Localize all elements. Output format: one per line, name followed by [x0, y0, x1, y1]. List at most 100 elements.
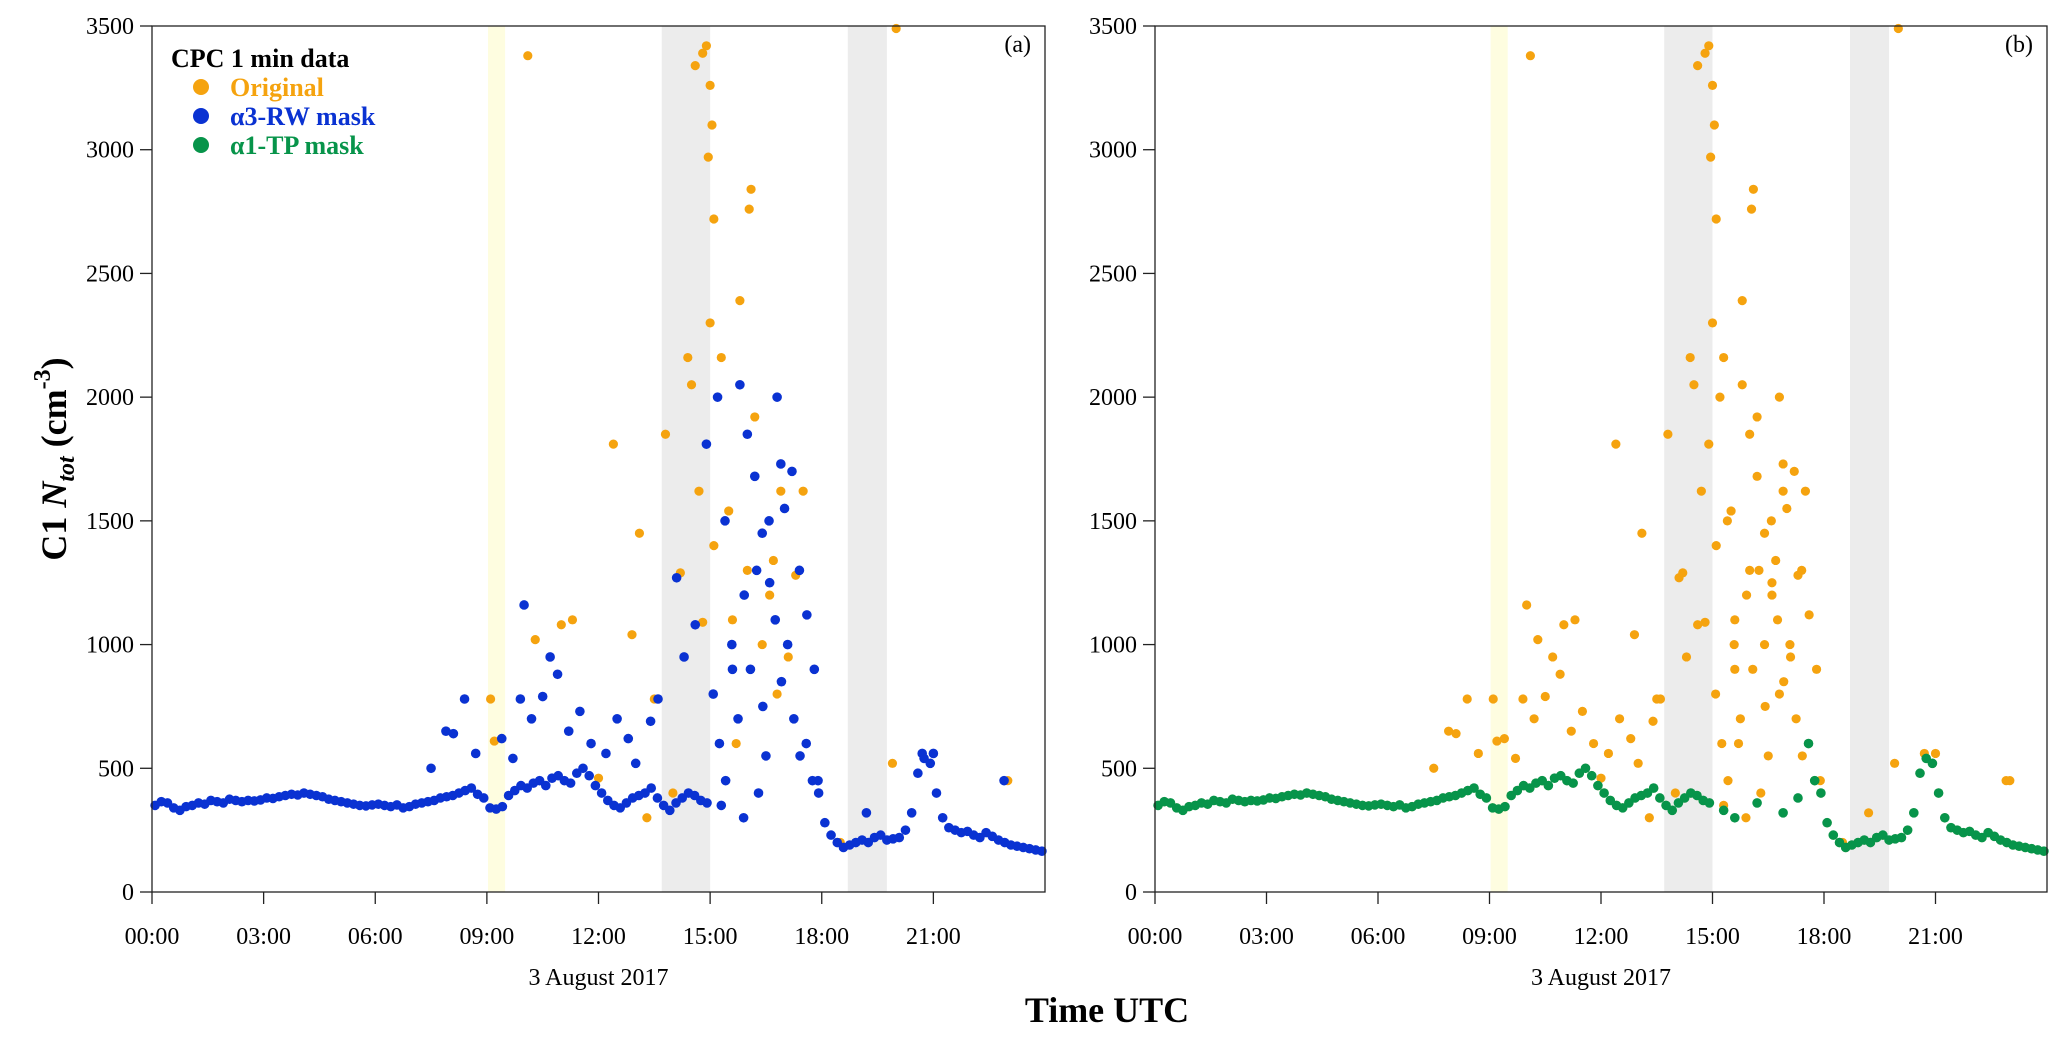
data-point-rw-mask [742, 429, 753, 440]
data-point-rw-mask [733, 714, 743, 724]
data-point-original [1596, 773, 1606, 783]
data-point-original [1696, 486, 1706, 496]
y-tick-label: 500 [1101, 756, 1137, 782]
data-point-original [634, 528, 645, 538]
data-point-tp-mask [1704, 798, 1715, 808]
data-point-original [1510, 753, 1521, 763]
data-point-tp-mask [1939, 812, 1950, 823]
data-point-rw-mask [448, 728, 459, 739]
data-point-rw-mask [702, 798, 712, 808]
data-point-rw-mask [772, 392, 782, 402]
data-point-original [556, 620, 566, 630]
data-point-original [523, 51, 533, 61]
data-point-rw-mask [623, 733, 634, 744]
data-point-tp-mask [1822, 817, 1832, 828]
data-point-original [735, 296, 745, 306]
data-point-original [783, 652, 793, 662]
data-point-original [1678, 568, 1688, 578]
data-point-original [887, 758, 898, 768]
data-point-original [1715, 392, 1725, 402]
data-point-original [1700, 48, 1710, 58]
legend-title: CPC 1 min data [171, 44, 349, 73]
y-tick-label: 3500 [86, 14, 134, 40]
data-point-original [1711, 214, 1721, 224]
data-point-rw-mask [753, 788, 764, 798]
data-point-rw-mask [441, 726, 451, 736]
data-point-original [1707, 80, 1718, 90]
data-point-tp-mask [1586, 770, 1597, 781]
data-point-rw-mask [906, 808, 917, 818]
data-point-rw-mask [708, 689, 719, 699]
data-point-tp-mask [1648, 783, 1659, 793]
data-point-tp-mask [1500, 801, 1510, 812]
data-point-rw-mask [745, 664, 756, 675]
data-point-original [1540, 691, 1550, 702]
data-point-original [1548, 652, 1558, 662]
data-point-tp-mask [1793, 793, 1803, 803]
data-point-original [1681, 652, 1692, 662]
data-point-original [1726, 506, 1736, 516]
data-point-tp-mask [1580, 763, 1591, 774]
data-point-original [1663, 429, 1673, 439]
data-point-rw-mask [563, 726, 574, 736]
data-point-rw-mask [584, 770, 594, 781]
data-point-original [1444, 726, 1454, 736]
data-point-rw-mask [917, 748, 928, 759]
legend-marker [193, 108, 209, 124]
data-point-original [776, 486, 786, 496]
data-point-rw-mask [757, 528, 768, 539]
data-point-original [1559, 620, 1569, 630]
data-point-original [1648, 716, 1658, 726]
data-point-rw-mask [795, 751, 805, 761]
data-point-rw-mask [782, 639, 793, 650]
data-point-rw-mask [794, 565, 805, 576]
data-point-rw-mask [937, 812, 948, 823]
data-point-original [1748, 664, 1758, 674]
data-point-rw-mask [789, 714, 799, 724]
data-point-original [1473, 748, 1483, 759]
data-point-original [1723, 776, 1733, 786]
data-point-original [1733, 738, 1744, 749]
data-point-original [1709, 120, 1719, 130]
data-point-original [746, 184, 756, 194]
data-point-original [731, 738, 741, 749]
data-point-original [1752, 412, 1762, 422]
data-point-rw-mask [802, 610, 812, 620]
data-point-original [727, 615, 738, 625]
data-point-original [1754, 565, 1764, 575]
data-point-tp-mask [1718, 805, 1729, 816]
data-point-rw-mask [813, 788, 824, 798]
data-point-rw-mask [478, 793, 489, 803]
data-point-original [1451, 729, 1461, 739]
data-point-tp-mask [1896, 832, 1907, 843]
data-point-original [1793, 570, 1803, 580]
data-point-rw-mask [813, 775, 823, 786]
data-point-original [1492, 736, 1502, 746]
data-point-tp-mask [1828, 830, 1839, 840]
legend-label: α3-RW mask [230, 102, 376, 131]
data-point-original [1767, 578, 1777, 588]
x-tick-label: 21:00 [906, 924, 961, 950]
data-point-rw-mask [751, 565, 762, 576]
data-point-tp-mask [1915, 768, 1925, 779]
data-point-rw-mask [653, 694, 663, 704]
data-point-original [593, 773, 604, 783]
data-point-original [489, 736, 499, 746]
data-point-original [627, 630, 637, 640]
data-point-original [1685, 352, 1695, 363]
data-point-original [683, 352, 693, 363]
data-point-tp-mask [1568, 778, 1578, 788]
data-point-original [1722, 516, 1732, 526]
panel-label: (b) [2005, 32, 2033, 58]
data-point-original [1785, 639, 1795, 650]
data-point-rw-mask [646, 783, 657, 793]
y-axis-title-unit: (cm [34, 389, 74, 456]
data-point-rw-mask [900, 825, 911, 835]
data-point-original [1759, 528, 1770, 538]
data-point-original [1930, 748, 1941, 759]
data-point-original [1756, 788, 1766, 798]
data-point-rw-mask [630, 758, 641, 769]
data-point-tp-mask [1752, 798, 1762, 808]
x-tick-label: 18:00 [794, 924, 849, 950]
